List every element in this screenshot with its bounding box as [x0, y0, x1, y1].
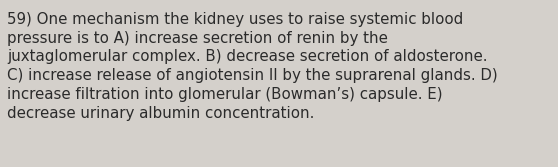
Text: 59) One mechanism the kidney uses to raise systemic blood
pressure is to A) incr: 59) One mechanism the kidney uses to rai…	[7, 12, 498, 121]
